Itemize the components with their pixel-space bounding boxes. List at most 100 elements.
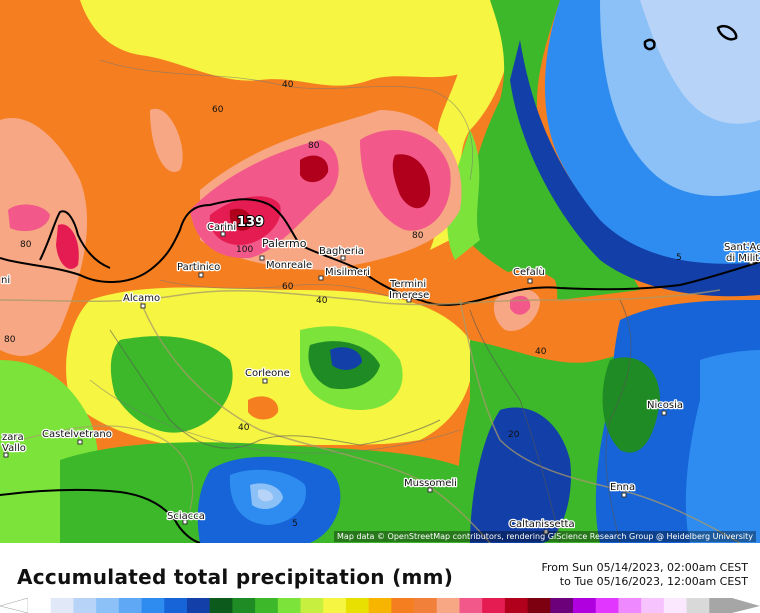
precipitation-zone-green-east [460,0,640,300]
precipitation-zone-paleblue-sea [640,0,760,124]
period-from: From Sun 05/14/2023, 02:00am CEST [541,561,748,574]
contour-label: 80 [4,335,16,345]
scale-swatch [277,598,302,613]
city-marker [198,272,204,278]
precipitation-zone-salmon-west [0,118,88,356]
contour-label: 60 [282,282,294,292]
coastline-north [0,198,760,306]
city-marker [340,255,346,261]
city-label-bagheria[interactable]: Bagheria [318,245,365,259]
city-label-enna[interactable]: Enna [609,481,637,495]
city-label-partinico[interactable]: Partinico [176,261,222,275]
city-marker [140,303,146,309]
province-border-1 [109,329,441,449]
scale-swatch [186,598,211,613]
precipitation-zone-blue-center [330,347,362,370]
city-marker [406,297,412,303]
city-label-corleone[interactable]: Corleone [244,367,291,381]
city-label-mazara-2[interactable]: Vallo [1,442,27,456]
city-label-carini[interactable]: Carini [206,221,238,235]
scale-swatch [391,598,415,613]
max-precipitation-label: 139 [237,215,264,230]
province-border-2 [469,309,561,543]
scale-swatch [255,598,279,613]
city-marker [748,259,754,265]
scale-swatch [232,598,256,613]
scale-swatch [118,598,143,613]
precipitation-zone-midblue-southeast [685,350,760,543]
scale-swatch [459,598,483,613]
city-marker [543,529,549,535]
city-marker [661,410,667,416]
precipitation-zone-lightgreen-east [447,130,480,260]
city-marker [259,255,265,261]
scale-arrow-right [732,598,760,613]
scale-swatch [527,598,551,613]
scale-swatch [414,598,438,613]
city-label-imerese[interactable]: Imerese [388,289,431,303]
scale-swatch [164,598,188,613]
precipitation-zone-pink-west [8,204,50,232]
precipitation-zone-darkred-core-2 [392,154,431,209]
scale-arrow-left [0,598,29,613]
contour-label: 40 [316,296,328,306]
contour-label: 80 [308,141,320,151]
scale-swatch [482,598,506,613]
contour-label: 5 [676,253,682,263]
city-label-monreale[interactable]: Monreale [265,259,314,273]
city-label-misilmeri[interactable]: Misilmeri [324,266,371,280]
city-label-sant-agata-2[interactable]: di Milit [725,252,760,266]
city-marker [318,275,324,281]
road-main-4 [19,425,194,511]
city-marker [427,487,433,493]
city-label-palermo[interactable]: Palermo [261,236,308,252]
scale-swatch [595,598,619,613]
map-footer: Accumulated total precipitation (mm) Fro… [0,543,760,613]
scale-swatch [618,598,642,613]
scale-swatch [436,598,460,613]
island-outline-1 [643,38,656,51]
contour-label: 40 [238,423,250,433]
city-label-sciacca[interactable]: Sciacca [166,510,206,524]
city-label-sant-agata[interactable]: Sant'Ag [723,241,760,255]
time-period: From Sun 05/14/2023, 02:00am CEST to Tue… [541,561,748,589]
city-label-cefalu[interactable]: Cefalù [512,265,546,280]
city-label-mazara[interactable]: zara [1,431,25,445]
scale-swatch [368,598,392,613]
map-attribution: Map data © OpenStreetMap contributors, r… [334,531,756,542]
city-marker [220,231,226,237]
contour-label: 40 [282,80,294,90]
contour-label: 60 [212,105,224,115]
city-label-edge-west[interactable]: ni [0,274,11,288]
road-main-1 [0,289,721,306]
city-label-alcamo[interactable]: Alcamo [122,292,162,306]
scale-swatch [323,598,347,613]
precipitation-map[interactable]: 139 40 60 80 80 80 100 60 40 80 40 40 20… [0,0,760,543]
city-label-termini[interactable]: Termini [388,278,428,292]
city-label-nicosia[interactable]: Nicosia [646,399,685,413]
coastline-northwest-cape [39,210,111,269]
city-marker [182,519,188,525]
island-outline-2 [716,24,738,41]
precipitation-zone-pink-west-2 [56,224,79,269]
scale-swatch [209,598,233,613]
scale-swatch [50,598,74,613]
scale-swatch [686,598,710,613]
period-to: to Tue 05/16/2023, 12:00am CEST [559,575,748,588]
scale-swatch [709,598,733,613]
precipitation-zone-orange-corleone [248,396,279,420]
road-main-2 [139,299,491,543]
city-marker [621,492,627,498]
scale-swatch [345,598,370,613]
scale-swatch [96,598,120,613]
contour-label: 80 [412,231,424,241]
city-label-caltanissetta[interactable]: Caltanissetta [508,518,576,532]
scale-swatch [300,598,324,613]
city-label-mussomeli[interactable]: Mussomeli [403,477,458,491]
contour-line-60-south [159,279,401,301]
city-label-castelvetrano[interactable]: Castelvetrano [41,428,113,442]
contour-label: 80 [20,240,32,250]
precipitation-zone-salmon-north [150,108,183,172]
city-marker [3,452,9,458]
city-marker [262,378,268,384]
